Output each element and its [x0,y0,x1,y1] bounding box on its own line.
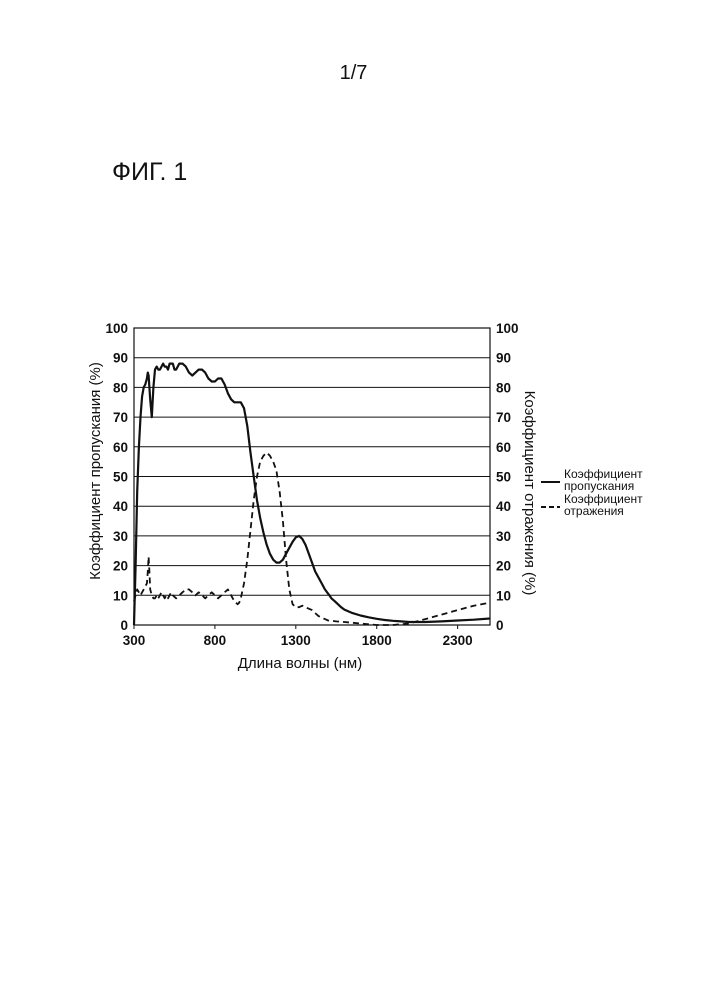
y-tick-left: 30 [113,529,128,544]
y-tick-left: 80 [113,380,128,395]
y-tick-right: 30 [496,529,511,544]
left-tick-labels: 0 10 20 30 40 50 60 70 80 90 100 [105,321,128,633]
y-tick-left: 70 [113,410,128,425]
chart-grid [134,328,490,625]
x-tick: 300 [123,633,146,648]
legend-label: отражения [564,504,624,518]
y-tick-right: 20 [496,559,511,574]
y-tick-right: 10 [496,588,511,603]
right-tick-labels: 0 10 20 30 40 50 60 70 80 90 100 [496,321,519,633]
y-tick-left: 40 [113,499,128,514]
x-tick: 2300 [443,633,473,648]
legend-label: пропускания [564,479,634,493]
y-tick-right: 40 [496,499,511,514]
x-tick: 800 [204,633,227,648]
y-tick-left: 10 [113,588,128,603]
y-axis-title-left: Коэффициент пропускания (%) [87,362,104,580]
y-tick-left: 50 [113,470,128,485]
y-tick-right: 80 [496,380,511,395]
reflectance-line [134,453,490,625]
y-tick-right: 100 [496,321,519,336]
legend: КоэффициентпропусканияКоэффициентотражен… [541,467,643,518]
x-tick: 1300 [281,633,311,648]
y-tick-right: 90 [496,351,511,366]
y-axis-title-right: Коэффициент отражения (%) [521,391,538,596]
y-tick-left: 100 [105,321,128,336]
y-tick-right: 70 [496,410,511,425]
y-tick-right: 60 [496,440,511,455]
y-tick-left: 0 [120,618,128,633]
x-tick-labels: 300 800 1300 1800 2300 [123,625,473,648]
y-tick-right: 0 [496,618,504,633]
x-axis-title: Длина волны (нм) [238,655,362,672]
y-tick-left: 90 [113,351,128,366]
series-layer [134,364,490,625]
x-tick: 1800 [362,633,392,648]
y-tick-left: 20 [113,559,128,574]
y-tick-left: 60 [113,440,128,455]
transmittance-line [134,364,490,625]
y-tick-right: 50 [496,470,511,485]
